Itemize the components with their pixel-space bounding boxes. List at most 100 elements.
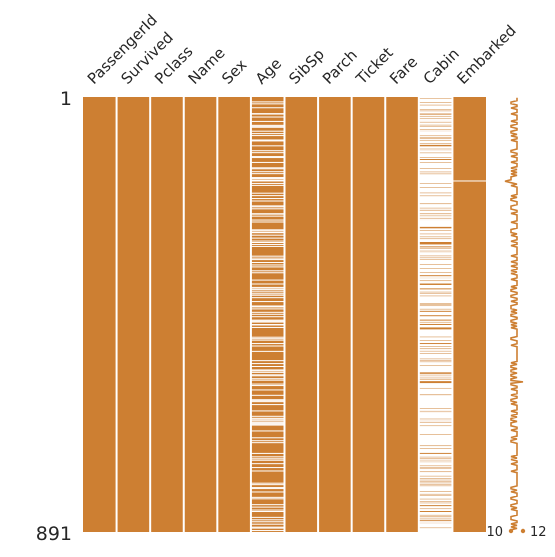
missing-stripe-age	[250, 527, 285, 529]
missing-stripe-cabin	[418, 491, 453, 494]
missing-stripe-age	[250, 456, 285, 458]
missing-stripe-age	[250, 506, 285, 508]
missing-stripe-cabin	[418, 376, 453, 378]
missing-stripe-age	[250, 219, 285, 221]
missing-stripe-cabin	[418, 340, 453, 344]
missing-stripe-age	[250, 360, 285, 362]
missing-stripe-cabin	[418, 114, 453, 116]
missing-stripe-age	[250, 389, 285, 391]
missing-stripe-cabin	[418, 362, 453, 366]
missing-stripe-age	[250, 198, 285, 200]
missing-stripe-cabin	[418, 204, 453, 208]
missing-stripe-embarked	[452, 180, 486, 182]
missing-stripe-cabin	[418, 193, 453, 196]
missing-stripe-cabin	[418, 146, 453, 149]
missing-stripe-age	[250, 293, 285, 295]
missing-stripe-cabin	[418, 494, 453, 496]
missing-stripe-age	[250, 369, 285, 371]
missing-stripe-cabin	[418, 118, 453, 120]
missing-stripe-cabin	[418, 277, 453, 279]
missing-stripe-age	[250, 321, 285, 323]
missing-stripe-age	[250, 259, 285, 261]
missing-stripe-cabin	[418, 102, 453, 105]
missing-stripe-age	[250, 288, 285, 290]
missing-stripe-age	[250, 404, 285, 406]
missing-stripe-cabin	[418, 153, 453, 158]
missing-stripe-cabin	[418, 258, 453, 260]
column-bar-passengerid	[83, 97, 117, 532]
missing-stripe-cabin	[418, 325, 453, 328]
missing-stripe-age	[250, 530, 285, 532]
missing-stripe-cabin	[418, 238, 453, 240]
missing-stripe-age	[250, 311, 285, 313]
missing-stripe-cabin	[418, 344, 453, 347]
missing-stripe-cabin	[418, 346, 453, 349]
missing-stripe-cabin	[418, 516, 453, 518]
missing-stripe-age	[250, 374, 285, 376]
missing-stripe-cabin	[418, 162, 453, 169]
missing-stripe-age	[250, 140, 285, 142]
missing-stripe-age	[250, 125, 285, 127]
missing-stripe-age	[250, 171, 285, 173]
missing-stripe-age	[250, 400, 285, 402]
missing-stripe-age	[250, 297, 285, 299]
missing-stripe-cabin	[418, 360, 453, 362]
row-tick-label-top: 1	[60, 88, 72, 110]
missing-stripe-age	[250, 379, 285, 381]
missing-stripe-cabin	[418, 325, 453, 326]
missing-stripe-age	[250, 245, 285, 247]
missing-stripe-age	[250, 421, 285, 423]
missing-stripe-cabin	[418, 509, 453, 511]
missing-stripe-cabin	[418, 256, 453, 258]
missing-stripe-cabin	[418, 130, 453, 132]
missing-stripe-cabin	[418, 366, 453, 373]
missing-stripe-cabin	[418, 282, 453, 284]
missing-stripe-age	[250, 511, 285, 513]
missing-stripe-age	[250, 145, 285, 147]
missing-stripe-age	[250, 452, 285, 454]
missing-stripe-age	[250, 242, 285, 243]
missing-stripe-age	[250, 488, 285, 490]
missing-stripe-cabin	[418, 422, 453, 426]
missing-stripe-age	[250, 424, 285, 426]
missing-stripe-age	[250, 180, 285, 182]
missing-stripe-age	[250, 184, 285, 186]
missing-stripe-cabin	[418, 499, 453, 502]
missing-stripe-age	[250, 221, 285, 223]
missing-stripe-cabin	[418, 98, 453, 103]
missing-stripe-cabin	[418, 172, 453, 174]
missing-stripe-cabin	[418, 323, 453, 325]
missing-stripe-cabin	[418, 470, 453, 472]
missing-stripe-cabin	[418, 210, 453, 214]
missing-stripe-age	[250, 482, 285, 484]
missing-stripe-cabin	[418, 278, 453, 281]
missing-stripe-cabin	[418, 321, 453, 323]
column-bar-embarked	[452, 97, 486, 532]
missing-stripe-age	[250, 370, 285, 372]
column-bars-group	[83, 97, 486, 532]
missing-stripe-cabin	[418, 289, 453, 292]
missing-stripe-age	[250, 519, 285, 521]
missing-stripe-age	[250, 496, 285, 498]
missing-stripe-age	[250, 350, 285, 352]
missing-stripe-cabin	[418, 408, 453, 411]
missing-stripe-age	[250, 135, 285, 137]
missing-stripe-cabin	[418, 353, 453, 359]
missing-stripe-cabin	[418, 280, 453, 282]
column-bar-ticket	[351, 97, 386, 532]
missing-stripe-cabin	[418, 478, 453, 480]
missing-stripe-cabin	[418, 150, 453, 153]
missing-stripe-age	[250, 363, 285, 365]
sparkline-min-label: 10	[486, 525, 503, 540]
column-bar-fare	[385, 97, 419, 532]
missing-stripe-cabin	[418, 272, 453, 276]
missing-stripe-cabin	[418, 506, 453, 509]
missing-stripe-age	[250, 101, 285, 103]
column-bar-pclass	[150, 97, 184, 532]
missing-stripe-age	[250, 215, 285, 217]
missing-stripe-age	[250, 272, 285, 274]
missing-stripe-cabin	[418, 122, 453, 125]
column-label-parch: Parch	[319, 46, 361, 88]
missing-stripe-cabin	[418, 239, 453, 242]
